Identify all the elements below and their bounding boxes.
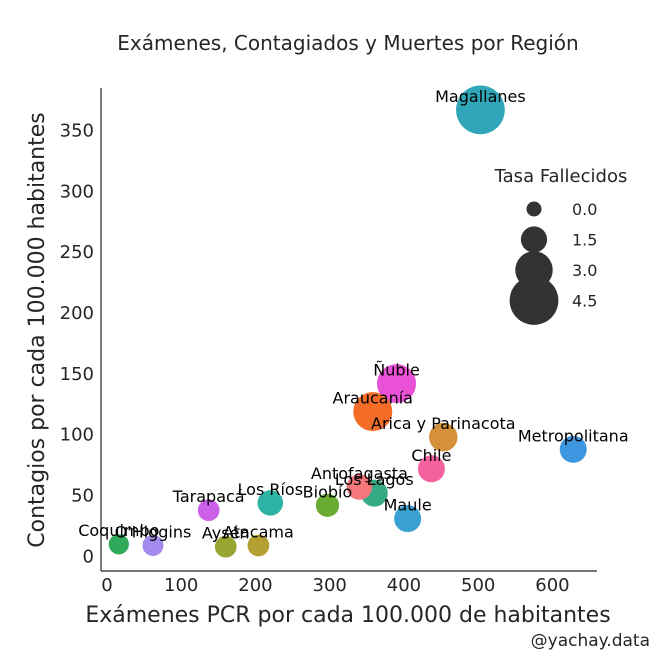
data-point-label: Chile: [411, 446, 451, 465]
y-tick-label: 300: [60, 181, 94, 202]
x-tick-label: 0: [101, 575, 112, 596]
legend-label: 0.0: [572, 200, 597, 219]
legend-label: 1.5: [572, 231, 597, 250]
data-point: [257, 490, 284, 516]
data-point-label: Atacama: [223, 522, 294, 541]
y-axis-label: Contagios por cada 100.000 habitantes: [25, 112, 50, 548]
x-tick-label: 600: [535, 575, 569, 596]
legend-marker: [520, 226, 548, 253]
chart-title: Exámenes, Contagiados y Muertes por Regi…: [117, 31, 578, 55]
legend-label: 3.0: [572, 261, 597, 280]
data-point: [142, 534, 164, 556]
data-point-label: Maule: [384, 496, 432, 515]
data-point-label: Los Lagos: [335, 470, 414, 489]
data-point: [456, 85, 505, 135]
data-point: [315, 493, 340, 517]
legend-marker: [526, 201, 542, 217]
data-point: [394, 505, 422, 533]
data-point: [346, 474, 373, 500]
x-tick-label: 200: [238, 575, 272, 596]
data-point-label: Coquimbo: [78, 521, 159, 540]
y-tick-label: 150: [60, 364, 94, 385]
y-tick-labels: 0 50 100 150 200 250 300 350: [60, 121, 94, 568]
x-tick-label: 500: [461, 575, 495, 596]
x-tick-label: 300: [313, 575, 347, 596]
data-point-label: Ñuble: [373, 361, 420, 380]
data-point: [197, 499, 220, 522]
y-tick-label: 100: [60, 425, 94, 446]
data-point: [108, 534, 129, 555]
legend-label: 4.5: [572, 292, 597, 311]
data-point: [214, 535, 237, 558]
data-points: [108, 85, 587, 558]
legend-marker: [509, 276, 559, 325]
data-point-label: Tarapacá: [172, 487, 245, 506]
y-tick-label: 0: [83, 546, 94, 567]
x-tick-label: 100: [164, 575, 198, 596]
data-point-label: O'Higgins: [115, 522, 192, 541]
y-tick-label: 250: [60, 242, 94, 263]
legend-entries: 0.0 1.5 3.0 4.5: [509, 200, 597, 325]
data-point-label: Arica y Parinacota: [371, 414, 516, 433]
y-tick-label: 200: [60, 303, 94, 324]
y-tick-label: 50: [71, 486, 94, 507]
plot-area: 0 100 200 300 400 500 600 0 50 100 150 200 250 300 35…: [60, 85, 629, 596]
data-point-labels: Magallanes Ñuble Araucanía Arica y Parinaco…: [78, 87, 628, 543]
data-point-label: Antofagasta: [311, 464, 408, 483]
x-tick-label: 400: [387, 575, 421, 596]
data-point: [417, 455, 445, 483]
data-point: [377, 364, 417, 404]
legend-title: Tasa Fallecidos: [494, 166, 628, 187]
data-point: [429, 422, 458, 452]
data-point-label: Los Ríos: [238, 480, 304, 499]
data-point-label: Biobío: [303, 482, 353, 501]
data-point: [353, 392, 393, 432]
data-point-label: Araucanía: [333, 389, 413, 408]
data-point-label: Magallanes: [435, 87, 526, 106]
y-tick-label: 350: [60, 121, 94, 142]
x-axis-label: Exámenes PCR por cada 100.000 de habitan…: [85, 603, 610, 628]
size-legend: Tasa Fallecidos 0.0 1.5 3.0 4.5: [494, 166, 628, 325]
credit-text: @yachay.data: [531, 631, 650, 651]
data-point-label: Aysén: [202, 524, 250, 543]
data-point: [247, 534, 270, 557]
data-point-label: Metropolitana: [518, 426, 629, 445]
x-tick-labels: 0 100 200 300 400 500 600: [101, 575, 569, 596]
data-point: [559, 435, 587, 463]
